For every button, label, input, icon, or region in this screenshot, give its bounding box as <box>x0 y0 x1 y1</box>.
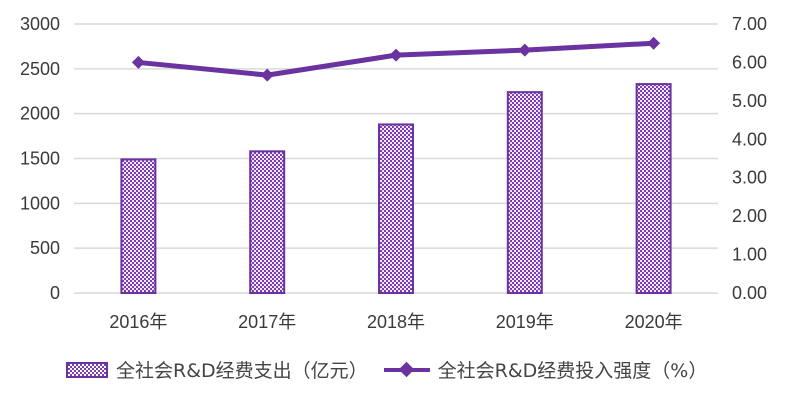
diamond-marker-icon <box>260 68 274 82</box>
right-tick-label: 3.00 <box>732 168 767 188</box>
legend-item-line: 全社会R&D经费投入强度（%） <box>378 356 708 383</box>
diamond-marker-icon <box>389 48 403 62</box>
right-tick-label: 5.00 <box>732 91 767 111</box>
left-tick-label: 1000 <box>20 193 60 213</box>
diamond-marker-icon <box>131 55 145 69</box>
right-tick-label: 6.00 <box>732 52 767 72</box>
bar <box>506 91 543 294</box>
right-axis-ticks: 0.00 1.00 2.00 3.00 4.00 5.00 6.00 7.00 <box>732 14 767 303</box>
bar-swatch-icon <box>66 361 108 378</box>
x-tick-label: 2018年 <box>367 312 425 332</box>
left-tick-label: 3000 <box>20 14 60 34</box>
line-diamond-swatch-icon <box>383 362 430 378</box>
right-tick-label: 0.00 <box>732 283 767 303</box>
left-tick-label: 1500 <box>20 149 60 169</box>
legend-label-line: 全社会R&D经费投入强度（%） <box>437 360 708 382</box>
left-tick-label: 500 <box>30 238 60 258</box>
bar <box>378 123 414 294</box>
legend-item-bar: 全社会R&D经费支出（亿元） <box>66 356 368 383</box>
x-tick-label: 2020年 <box>625 312 683 332</box>
diamond-marker-icon <box>518 43 532 57</box>
x-tick-label: 2016年 <box>109 312 167 332</box>
x-axis-ticks: 2016年 2017年 2018年 2019年 2020年 <box>109 312 682 332</box>
diamond-marker-icon <box>647 36 661 50</box>
x-tick-label: 2017年 <box>238 312 296 332</box>
bar-series <box>120 83 672 295</box>
bar <box>249 150 286 294</box>
right-tick-label: 1.00 <box>732 245 767 265</box>
left-tick-label: 2500 <box>20 59 60 79</box>
bar <box>120 158 157 294</box>
left-tick-label: 2000 <box>20 104 60 124</box>
right-tick-label: 4.00 <box>732 129 767 149</box>
line-series <box>131 36 661 82</box>
bar <box>635 83 672 295</box>
legend: 全社会R&D经费支出（亿元） 全社会R&D经费投入强度（%） <box>66 356 707 383</box>
x-tick-label: 2019年 <box>496 312 554 332</box>
left-tick-label: 0 <box>50 283 60 303</box>
legend-label-bar: 全社会R&D经费支出（亿元） <box>116 360 368 382</box>
left-axis-ticks: 0 500 1000 1500 2000 2500 3000 <box>20 14 60 303</box>
right-tick-label: 2.00 <box>732 206 767 226</box>
right-tick-label: 7.00 <box>732 14 767 34</box>
